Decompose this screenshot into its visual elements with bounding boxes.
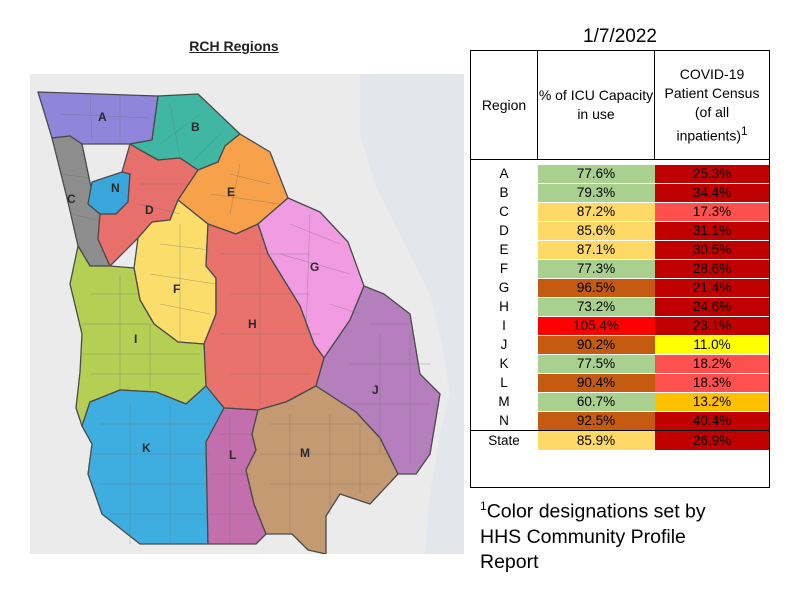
region-label-g: G [310,260,319,274]
cell-icu: 87.2% [537,202,655,222]
map-title: RCH Regions [189,38,279,54]
cell-icu: 85.9% [537,430,655,450]
table-body: A 77.6% 25.3% B 79.3% 34.4% C 87.2% 17.3% D 85.6% 3… [470,160,770,450]
cell-census: 23.1% [654,316,770,336]
table-row: E 87.1% 30.5% [470,240,770,260]
ocean-area [360,74,464,554]
header-census-line-1: COVID-19 [679,65,745,82]
table-row: A 77.6% 25.3% [470,164,770,184]
cell-icu: 96.5% [537,278,655,298]
cell-region: D [470,221,538,241]
header-covid-census: COVID-19 Patient Census (of all inpatien… [654,50,770,160]
cell-census: 18.3% [654,373,770,393]
cell-icu: 73.2% [537,297,655,317]
cell-region: N [470,411,538,431]
cell-icu: 79.3% [537,183,655,203]
table-row: K 77.5% 18.2% [470,354,770,374]
header-census-line-4: inpatients) [676,127,742,144]
table-row: G 96.5% 21.4% [470,278,770,298]
cell-icu: 90.2% [537,335,655,355]
cell-census: 21.4% [654,278,770,298]
table-row-state: State 85.9% 26.9% [470,430,770,450]
cell-region: J [470,335,538,355]
region-label-j: J [372,383,379,397]
county-lines [59,93,430,544]
table-row: B 79.3% 34.4% [470,183,770,203]
cell-region: M [470,392,538,412]
header-census-footnote-mark: 1 [741,124,748,138]
region-label-f: F [173,282,180,296]
region-label-c: C [67,192,76,206]
cell-census: 18.2% [654,354,770,374]
table-row: D 85.6% 31.1% [470,221,770,241]
cell-region: L [470,373,538,393]
region-label-d: D [145,203,154,217]
footnote-line-1: Color designations set by [486,500,706,523]
cell-region: H [470,297,538,317]
cell-region: I [470,316,538,336]
table-row: C 87.2% 17.3% [470,202,770,222]
region-label-k: K [142,441,151,455]
cell-region: G [470,278,538,298]
cell-census: 30.5% [654,240,770,260]
header-icu-capacity: % of ICU Capacity in use [537,50,655,160]
map-svg: A B C N D E G F H I J K L M [30,74,464,554]
cell-icu: 105.4% [537,316,655,336]
cell-census: 24.6% [654,297,770,317]
region-label-l: L [229,448,236,462]
cell-census: 34.4% [654,183,770,203]
cell-icu: 87.1% [537,240,655,260]
region-label-m: M [300,446,310,460]
cell-census: 17.3% [654,202,770,222]
header-region: Region [470,50,538,160]
cell-census: 28.6% [654,259,770,279]
region-label-n: N [111,181,120,195]
cell-region: K [470,354,538,374]
cell-region: State [470,430,538,450]
footnote-line-2: HHS Community Profile [480,525,686,548]
cell-icu: 77.5% [537,354,655,374]
cell-census: 25.3% [654,164,770,184]
footnote-mark: 1 [480,499,487,513]
region-label-h: H [248,317,257,331]
table-row: N 92.5% 40.4% [470,411,770,431]
table-row: J 90.2% 11.0% [470,335,770,355]
table-row: M 60.7% 13.2% [470,392,770,412]
cell-icu: 92.5% [537,411,655,431]
icu-census-table: Region % of ICU Capacity in use COVID-19… [470,50,770,450]
cell-census: 13.2% [654,392,770,412]
cell-census: 31.1% [654,221,770,241]
region-label-e: E [227,185,235,199]
table-row: F 77.3% 28.6% [470,259,770,279]
cell-icu: 77.3% [537,259,655,279]
cell-region: A [470,164,538,184]
cell-region: B [470,183,538,203]
table-date: 1/7/2022 [583,26,657,47]
header-census-line-2: Patient Census [664,84,760,101]
cell-census: 40.4% [654,411,770,431]
cell-icu: 85.6% [537,221,655,241]
cell-region: F [470,259,538,279]
table-row: I 105.4% 23.1% [470,316,770,336]
cell-census: 26.9% [654,430,770,450]
cell-census: 11.0% [654,335,770,355]
table-row: H 73.2% 24.6% [470,297,770,317]
region-label-a: A [98,110,107,124]
cell-region: C [470,202,538,222]
footnote: 1Color designations set by HHS Community… [480,494,780,575]
cell-icu: 77.6% [537,164,655,184]
cell-icu: 60.7% [537,392,655,412]
region-label-b: B [191,120,200,134]
region-label-i: I [134,332,137,346]
cell-region: E [470,240,538,260]
table-row: L 90.4% 18.3% [470,373,770,393]
cell-icu: 90.4% [537,373,655,393]
footnote-line-3: Report [480,550,539,573]
header-census-line-3: (of all [694,103,730,120]
georgia-region-map: A B C N D E G F H I J K L M [30,74,464,554]
